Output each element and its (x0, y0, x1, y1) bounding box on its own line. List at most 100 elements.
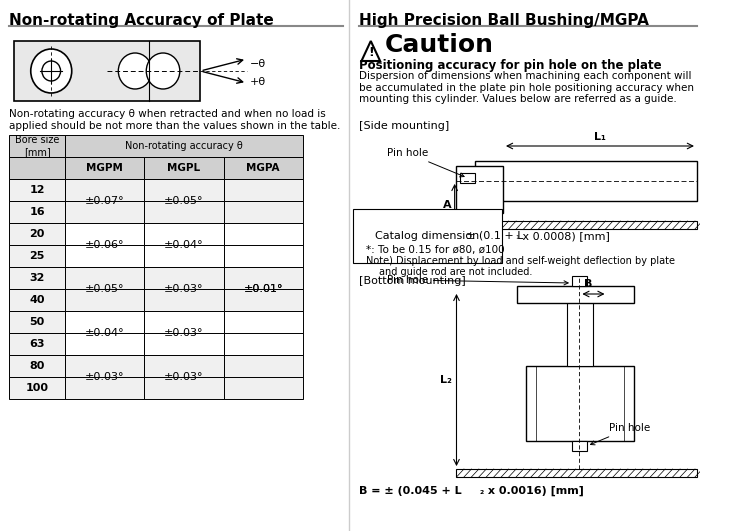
Bar (65, 377, 144, 399)
Bar (9, 289, 65, 311)
Text: x 0.0016) [mm]: x 0.0016) [mm] (484, 486, 584, 496)
Text: 25: 25 (29, 251, 45, 261)
Text: L₁: L₁ (594, 132, 606, 142)
Circle shape (146, 53, 179, 89)
Bar (144, 267, 224, 289)
Text: L₂: L₂ (440, 375, 452, 385)
Bar (144, 377, 224, 399)
Bar (224, 157, 303, 179)
Bar (135, 53, 163, 89)
Circle shape (119, 53, 152, 89)
Text: High Precision Ball Bushing/MGPA: High Precision Ball Bushing/MGPA (359, 13, 649, 28)
Bar (65, 245, 144, 267)
Text: ±0.06°: ±0.06° (85, 240, 125, 250)
Bar (517, 286, 634, 303)
Bar (9, 311, 65, 333)
Bar (144, 157, 224, 179)
Text: ±0.03°: ±0.03° (164, 328, 204, 338)
Bar (9, 179, 65, 201)
Bar (144, 333, 224, 355)
Bar (144, 179, 224, 201)
Bar (9, 157, 65, 179)
Bar (65, 135, 303, 157)
Bar (224, 289, 303, 311)
Text: 20: 20 (29, 229, 45, 239)
Bar (65, 179, 144, 201)
Text: 80: 80 (29, 361, 45, 371)
Text: 50: 50 (29, 317, 45, 327)
Bar (572, 276, 587, 286)
Text: MGPM: MGPM (86, 163, 123, 173)
Text: Caution: Caution (385, 33, 493, 57)
Text: x 0.0008) [mm]: x 0.0008) [mm] (519, 231, 610, 241)
Text: ±0.01°: ±0.01° (243, 284, 283, 294)
Bar (9, 245, 65, 267)
Text: ±0.05°: ±0.05° (85, 284, 125, 294)
Bar (567, 301, 593, 366)
Bar (224, 311, 303, 333)
Text: −θ: −θ (249, 59, 266, 69)
Circle shape (31, 49, 72, 93)
Text: *: To be 0.15 for ø80, ø100: *: To be 0.15 for ø80, ø100 (366, 245, 505, 255)
Bar (224, 267, 303, 289)
Text: B: B (584, 279, 593, 289)
Bar (9, 267, 65, 289)
Text: Note) Displacement by load and self-weight deflection by plate: Note) Displacement by load and self-weig… (366, 256, 675, 266)
Text: ±0.03°: ±0.03° (164, 284, 204, 294)
Bar (144, 311, 224, 333)
Bar (144, 245, 224, 267)
Text: A =: A = (359, 231, 385, 241)
Bar (9, 377, 65, 399)
Bar (144, 201, 224, 223)
Text: Bore size
[mm]: Bore size [mm] (15, 135, 59, 157)
Text: ±0.07°: ±0.07° (85, 196, 125, 206)
Text: Dispersion of dimensions when machining each component will
be accumulated in th: Dispersion of dimensions when machining … (359, 71, 694, 104)
Text: 63: 63 (29, 339, 45, 349)
Bar (9, 223, 65, 245)
Text: 40: 40 (29, 295, 45, 305)
Text: Pin hole: Pin hole (387, 275, 569, 285)
Text: A: A (443, 200, 452, 210)
Bar (224, 245, 303, 267)
Text: and guide rod are not included.: and guide rod are not included. (379, 267, 532, 277)
Bar (526, 366, 634, 441)
Bar (14, 41, 201, 101)
Text: ±0.05°: ±0.05° (164, 196, 204, 206)
Text: ±0.03°: ±0.03° (164, 372, 204, 382)
Text: [Bottom mounting]: [Bottom mounting] (359, 276, 466, 286)
Text: 16: 16 (29, 207, 45, 217)
Text: Pin hole: Pin hole (590, 423, 650, 445)
Text: ± (0.1 + L: ± (0.1 + L (466, 231, 523, 241)
Text: ±0.03°: ±0.03° (85, 372, 125, 382)
Circle shape (42, 61, 61, 81)
Text: 32: 32 (29, 273, 45, 283)
Text: 100: 100 (26, 383, 49, 393)
Bar (9, 135, 65, 157)
Bar (457, 221, 697, 229)
Text: ±0.04°: ±0.04° (164, 240, 204, 250)
Text: !: ! (368, 47, 374, 59)
Bar (9, 355, 65, 377)
Bar (460, 173, 475, 183)
Text: Catalog dimension: Catalog dimension (376, 231, 480, 241)
Bar (65, 289, 144, 311)
Text: +θ: +θ (249, 77, 266, 87)
Text: MGPL: MGPL (167, 163, 201, 173)
Bar (224, 377, 303, 399)
Bar (475, 161, 697, 201)
Text: ₁: ₁ (515, 231, 519, 241)
Text: ±0.04°: ±0.04° (85, 328, 125, 338)
Bar (572, 441, 587, 451)
Bar (65, 311, 144, 333)
Bar (224, 333, 303, 355)
Text: ₂: ₂ (480, 486, 484, 496)
Text: Non-rotating accuracy θ: Non-rotating accuracy θ (125, 141, 243, 151)
Bar (65, 355, 144, 377)
Bar (65, 223, 144, 245)
Text: B = ± (0.045 + L: B = ± (0.045 + L (359, 486, 461, 496)
Bar (224, 179, 303, 201)
Text: 12: 12 (29, 185, 45, 195)
Bar (65, 267, 144, 289)
Bar (224, 355, 303, 377)
Bar (144, 223, 224, 245)
